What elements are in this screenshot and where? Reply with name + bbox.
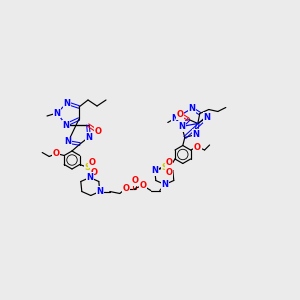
Text: N: N	[85, 133, 92, 142]
Text: N: N	[161, 180, 168, 189]
Text: N: N	[203, 113, 210, 122]
Text: O: O	[176, 110, 183, 119]
Text: O: O	[131, 176, 138, 185]
Text: O: O	[165, 158, 172, 167]
Text: O: O	[122, 184, 129, 193]
Text: S: S	[162, 163, 168, 172]
Text: N: N	[151, 166, 158, 175]
Text: O: O	[88, 158, 95, 167]
Text: O: O	[94, 127, 101, 136]
Text: N: N	[53, 109, 61, 118]
Text: N: N	[171, 114, 178, 123]
Text: O: O	[194, 142, 201, 152]
Text: N: N	[178, 122, 185, 131]
Text: N: N	[64, 137, 71, 146]
Text: O: O	[165, 168, 172, 177]
Text: N: N	[62, 121, 70, 130]
Text: O: O	[90, 168, 97, 177]
Text: N: N	[64, 98, 70, 107]
Text: N: N	[192, 130, 199, 139]
Text: N: N	[188, 104, 195, 113]
Text: S: S	[85, 163, 91, 172]
Text: N: N	[96, 187, 103, 196]
Text: O: O	[53, 149, 60, 158]
Text: N: N	[86, 173, 93, 182]
Text: O: O	[139, 181, 146, 190]
